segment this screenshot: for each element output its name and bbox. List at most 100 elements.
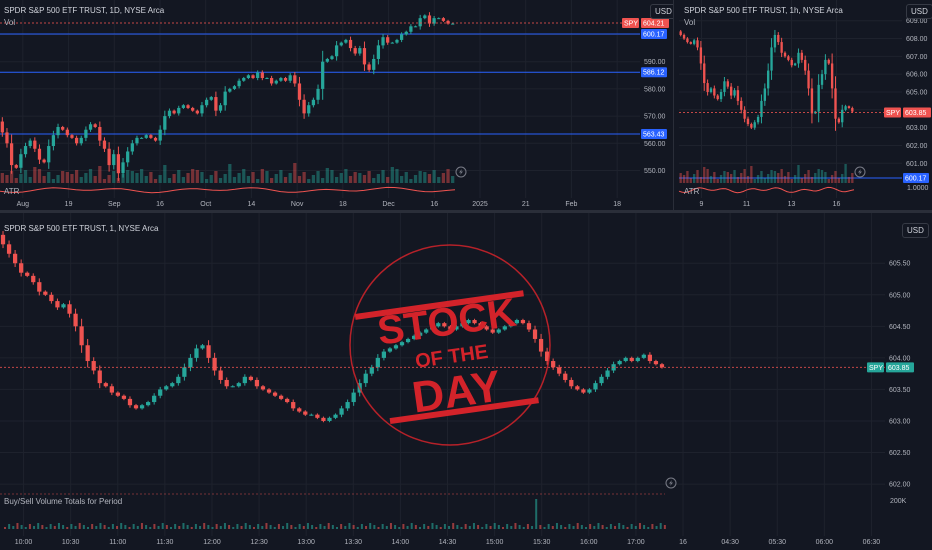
buy-sell-volume-bar xyxy=(568,524,571,529)
volume-bar xyxy=(423,172,427,183)
candle-body xyxy=(719,91,723,100)
buy-sell-volume-bar xyxy=(315,527,318,529)
daily-chart[interactable]: Aug 19 Sep 16 Oct 14 Nov 18 Dec 16 2025 21 Feb 18 550.… xyxy=(0,0,673,210)
candle-body xyxy=(191,107,195,111)
candle-body xyxy=(170,383,175,387)
x-tick-label: 10:30 xyxy=(62,539,80,546)
x-tick-label: 06:00 xyxy=(816,539,834,546)
candle-body xyxy=(133,405,139,409)
volume-bar xyxy=(126,170,130,183)
buy-sell-volume-bar xyxy=(414,525,417,529)
volume-bar xyxy=(307,179,311,183)
candle-body xyxy=(686,38,689,43)
lightning-icon xyxy=(455,166,467,178)
y-tick-label: 601.00 xyxy=(906,161,928,168)
intraday-chart[interactable]: 10:00 10:30 11:00 11:30 12:00 12:30 13:00 13:30… xyxy=(0,213,932,550)
buy-sell-volume-bar xyxy=(265,523,268,529)
buy-sell-volume-bar xyxy=(211,527,214,529)
candle-body xyxy=(824,59,827,75)
symbol-badge xyxy=(867,362,884,373)
buy-sell-volume-bar xyxy=(153,524,156,529)
candle-body xyxy=(679,31,682,35)
candle-body xyxy=(746,118,750,125)
volume-bar xyxy=(316,171,320,183)
volume-bar xyxy=(334,177,339,183)
buy-sell-volume-bar xyxy=(506,524,509,529)
pane-divider-horizontal[interactable] xyxy=(0,210,932,213)
x-tick-label: 18 xyxy=(339,201,347,208)
buy-sell-volume-bar xyxy=(526,524,529,529)
hourly-currency-button[interactable]: USD xyxy=(906,4,932,19)
hourly-chart-pane[interactable]: 9111316609.00608.00607.00606.00605.00604… xyxy=(674,0,932,210)
candle-body xyxy=(278,395,284,399)
candle-body xyxy=(581,389,586,393)
buy-sell-volume-bar xyxy=(33,526,36,529)
intraday-currency-button[interactable]: USD xyxy=(902,223,929,238)
candle-body xyxy=(84,129,88,138)
x-tick-label: 10:00 xyxy=(15,539,33,546)
level-badge xyxy=(641,67,667,78)
candle-body xyxy=(451,23,455,25)
candle-body xyxy=(145,402,151,406)
buy-sell-volume-bar xyxy=(356,527,359,529)
volume-bar xyxy=(265,171,269,183)
candle-body xyxy=(587,389,592,393)
buy-sell-volume-bar xyxy=(257,524,260,529)
volume-bar xyxy=(787,172,790,183)
buy-sell-volume-bar xyxy=(452,523,455,529)
candle-body xyxy=(260,386,266,390)
candle-body xyxy=(760,100,763,117)
volume-bar xyxy=(218,178,223,183)
candle-body xyxy=(390,42,394,44)
y-tick-label: 570.00 xyxy=(644,114,666,121)
pane-divider-vertical[interactable] xyxy=(673,0,674,210)
volume-bar xyxy=(797,165,800,183)
buy-sell-volume-bar xyxy=(240,526,243,529)
buy-sell-volume-bar xyxy=(493,523,496,529)
lightning-icon xyxy=(665,477,677,489)
level-badge xyxy=(641,128,667,139)
y-tick-label: 604.00 xyxy=(889,355,911,362)
candle-body xyxy=(793,63,797,66)
volume-bar xyxy=(232,177,237,183)
x-tick-label: 18 xyxy=(613,201,621,208)
volume-bar xyxy=(814,173,817,183)
candle-body xyxy=(844,106,847,110)
candle-body xyxy=(333,414,338,418)
candle-body xyxy=(339,408,344,415)
buy-sell-volume-bar xyxy=(626,527,629,529)
buy-sell-volume-bar xyxy=(439,527,442,529)
volume-bar xyxy=(395,169,399,183)
buy-sell-volume-bar xyxy=(336,527,338,529)
last-price-value: 604.21 xyxy=(643,21,665,28)
daily-chart-title: SPDR S&P 500 ETF TRUST, 1D, NYSE Arca xyxy=(4,6,165,15)
candle-body xyxy=(37,148,42,160)
candle-body xyxy=(14,165,18,168)
level-label: 600.17 xyxy=(643,32,665,39)
intraday-chart-pane[interactable]: 10:00 10:30 11:00 11:30 12:00 12:30 13:00 13:30… xyxy=(0,213,932,550)
candle-body xyxy=(569,379,574,387)
volume-bar xyxy=(23,170,28,183)
candle-body xyxy=(42,159,46,163)
candle-body xyxy=(767,70,770,89)
x-tick-label: 04:30 xyxy=(721,539,739,546)
buy-sell-volume-bar xyxy=(277,524,280,529)
daily-chart-pane[interactable]: Aug 19 Sep 16 Oct 14 Nov 18 Dec 16 2025 21 Feb 18 550.… xyxy=(0,0,677,210)
volume-bar xyxy=(344,169,348,183)
buy-sell-volume-bar xyxy=(597,523,600,529)
candle-body xyxy=(551,361,556,368)
x-tick-label: 15:00 xyxy=(486,539,504,546)
level-badge xyxy=(641,29,667,40)
hourly-chart-title: SPDR S&P 500 ETF TRUST, 1h, NYSE Arca xyxy=(684,6,843,15)
daily-currency-button[interactable]: USD xyxy=(650,4,677,19)
candle-body xyxy=(228,88,232,92)
hourly-chart[interactable]: 9111316609.00608.00607.00606.00605.00604… xyxy=(674,0,932,210)
candle-body xyxy=(315,414,320,418)
volume-bar xyxy=(246,176,251,183)
candle-body xyxy=(395,39,399,43)
candle-body xyxy=(807,70,810,89)
buy-sell-volume-bar xyxy=(319,524,322,529)
candle-body xyxy=(432,18,436,24)
buy-sell-volume-bar xyxy=(95,526,98,529)
candle-body xyxy=(209,97,213,100)
